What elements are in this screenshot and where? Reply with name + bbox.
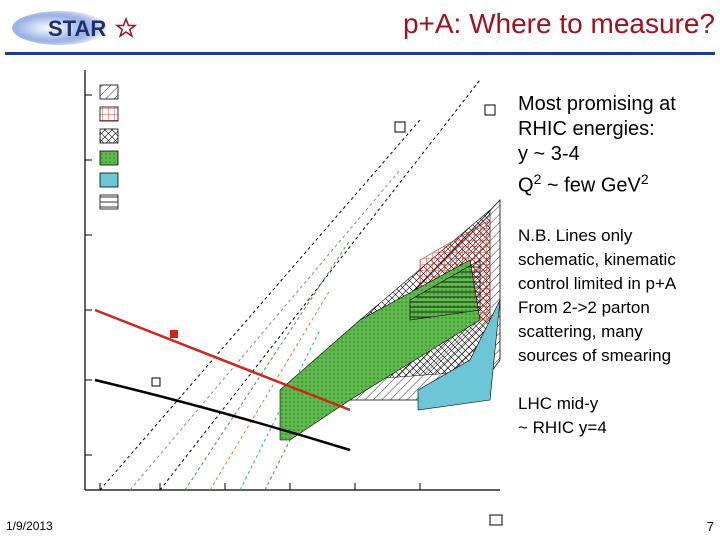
nb-line: scattering, many — [518, 322, 643, 341]
legend-diaggrid — [99, 128, 119, 144]
red-line — [94, 308, 351, 412]
header-divider — [5, 52, 715, 55]
notes-line-3: y ~ 3-4 — [518, 143, 580, 165]
notes-line-4: Q2 ~ few GeV2 — [518, 171, 649, 197]
region-cyan — [417, 299, 501, 411]
notes-line-2: RHIC energies: — [518, 118, 655, 140]
notes-line-1: Most promising at — [518, 93, 676, 115]
x-ticks — [99, 483, 421, 490]
nb-line: control limited in p+A — [518, 274, 677, 293]
black-marker — [151, 377, 161, 387]
legend-hlines — [99, 194, 119, 210]
black-curve — [94, 378, 351, 452]
y-ticks — [85, 94, 92, 456]
nb-line: schematic, kinematic — [518, 250, 676, 269]
legend-green — [99, 150, 119, 166]
kinematic-plot — [0, 60, 505, 530]
marker-right — [484, 104, 496, 116]
logo-wordmark: STAR — [48, 16, 106, 41]
region-hlines — [409, 259, 481, 321]
nb-line: sources of smearing — [518, 346, 672, 365]
red-marker — [170, 330, 178, 338]
lhc-line: LHC mid-y — [518, 394, 599, 413]
legend-redgrid — [99, 106, 119, 122]
nb-line: N.B. Lines only — [518, 226, 633, 245]
lhc-line: ~ RHIC y=4 — [518, 418, 607, 437]
markers-black — [151, 104, 496, 387]
legend-hatch — [99, 84, 119, 100]
page-title: p+A: Where to measure? — [402, 8, 715, 39]
legend — [99, 84, 119, 210]
nb-line: From 2->2 parton — [518, 298, 650, 317]
page-number: 7 — [706, 519, 714, 534]
star-logo: STAR — [10, 8, 140, 48]
x-axis-label-icon — [489, 514, 503, 526]
notes-lhc: LHC mid-y ~ RHIC y=4 — [518, 392, 718, 440]
notes-nb: N.B. Lines only schematic, kinematic con… — [518, 224, 718, 368]
footer-date: 1/9/2013 — [6, 519, 53, 533]
notes-main: Most promising at RHIC energies: y ~ 3-4… — [518, 92, 718, 199]
markers — [170, 330, 178, 338]
marker-top — [394, 121, 406, 133]
legend-cyan — [99, 172, 119, 188]
star-icon — [114, 16, 138, 38]
